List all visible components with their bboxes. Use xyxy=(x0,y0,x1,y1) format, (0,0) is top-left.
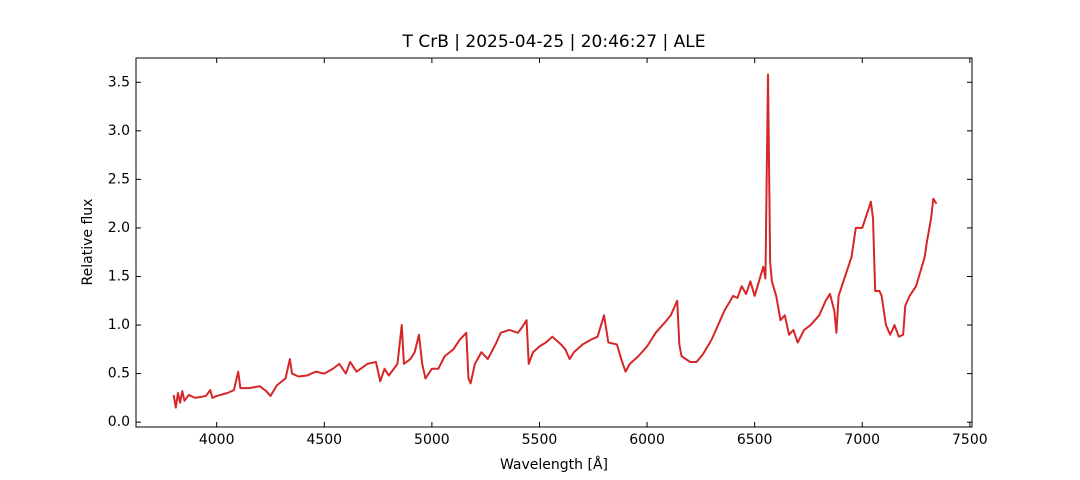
y-tick-label: 3.0 xyxy=(108,123,130,139)
x-tick-label: 5500 xyxy=(522,432,558,448)
y-tick-label: 3.5 xyxy=(108,74,130,90)
x-tick-label: 4500 xyxy=(306,432,342,448)
y-tick-label: 1.5 xyxy=(108,268,130,284)
x-tick-label: 6000 xyxy=(629,432,665,448)
y-tick-label: 2.5 xyxy=(108,171,130,187)
x-axis-label: Wavelength [Å] xyxy=(500,456,608,473)
x-tick-label: 4000 xyxy=(199,432,235,448)
y-tick-label: 0.0 xyxy=(108,414,130,430)
chart-title: T CrB | 2025-04-25 | 20:46:27 | ALE xyxy=(402,32,706,52)
y-tick-label: 0.5 xyxy=(108,366,130,382)
x-tick-label: 7500 xyxy=(952,432,988,448)
y-tick-label: 2.0 xyxy=(108,220,130,236)
x-tick-label: 6500 xyxy=(737,432,773,448)
spectrum-line xyxy=(172,73,938,409)
x-tick-label: 5000 xyxy=(414,432,450,448)
y-axis-label: Relative flux xyxy=(80,199,96,286)
y-tick-label: 1.0 xyxy=(108,317,130,333)
plot-frame xyxy=(135,57,973,428)
x-tick-label: 7000 xyxy=(844,432,880,448)
